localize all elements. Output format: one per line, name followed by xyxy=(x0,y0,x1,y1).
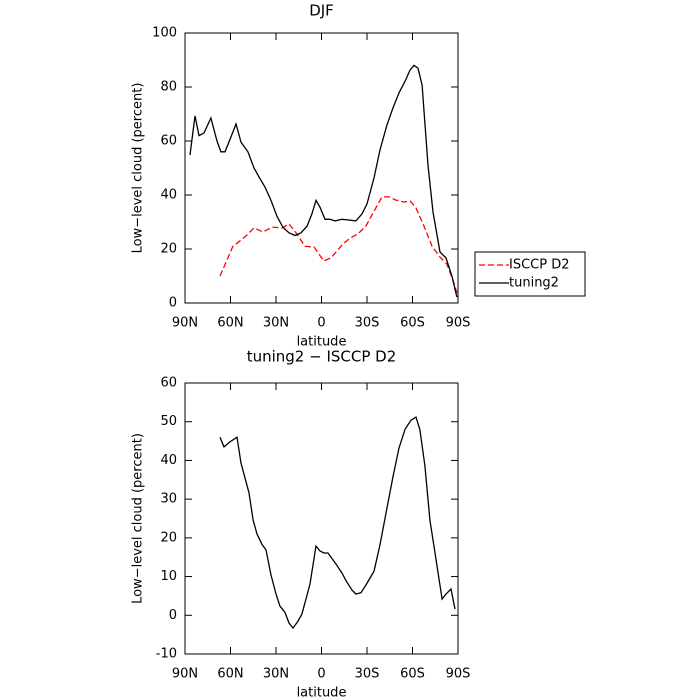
y-tick-label: 60 xyxy=(160,134,177,149)
y-tick-label: -10 xyxy=(156,647,177,662)
x-tick-label: 90S xyxy=(446,316,471,331)
chart-title: DJF xyxy=(309,2,334,20)
x-tick-label: 30N xyxy=(263,316,289,331)
legend-box xyxy=(474,251,586,297)
x-tick-label: 0 xyxy=(317,316,325,331)
legend-label: ISCCP D2 xyxy=(509,258,570,273)
chart-title: tuning2 − ISCCP D2 xyxy=(247,348,397,366)
x-tick-label: 60S xyxy=(400,667,425,682)
x-tick-label: 60S xyxy=(400,316,425,331)
x-tick-label: 0 xyxy=(317,667,325,682)
y-tick-label: 40 xyxy=(160,453,177,468)
x-tick-label: 90N xyxy=(172,667,198,682)
x-tick-label: 30S xyxy=(355,316,380,331)
x-tick-label: 60N xyxy=(217,667,243,682)
x-tick-label: 30S xyxy=(355,667,380,682)
x-axis-label: latitude xyxy=(297,686,347,700)
x-tick-label: 60N xyxy=(217,316,243,331)
x-tick-label: 90N xyxy=(172,316,198,331)
y-tick-label: 30 xyxy=(160,492,177,507)
y-axis-label: Low−level cloud (percent) xyxy=(131,83,146,254)
y-tick-label: 20 xyxy=(160,530,177,545)
data-line xyxy=(219,196,458,294)
plot-frame xyxy=(184,382,459,655)
data-line xyxy=(219,416,456,630)
y-tick-label: 100 xyxy=(152,26,177,41)
y-tick-label: 20 xyxy=(160,242,177,257)
y-tick-label: 10 xyxy=(160,569,177,584)
y-tick-label: 0 xyxy=(169,608,177,623)
legend-label: tuning2 xyxy=(509,276,559,291)
y-tick-label: 40 xyxy=(160,188,177,203)
x-axis-label: latitude xyxy=(297,335,347,350)
y-axis-label: Low−level cloud (percent) xyxy=(131,433,146,604)
y-tick-label: 0 xyxy=(169,296,177,311)
x-tick-label: 90S xyxy=(446,667,471,682)
data-line xyxy=(189,64,458,298)
y-tick-label: 60 xyxy=(160,376,177,391)
y-tick-label: 80 xyxy=(160,80,177,95)
y-tick-label: 50 xyxy=(160,414,177,429)
x-tick-label: 30N xyxy=(263,667,289,682)
